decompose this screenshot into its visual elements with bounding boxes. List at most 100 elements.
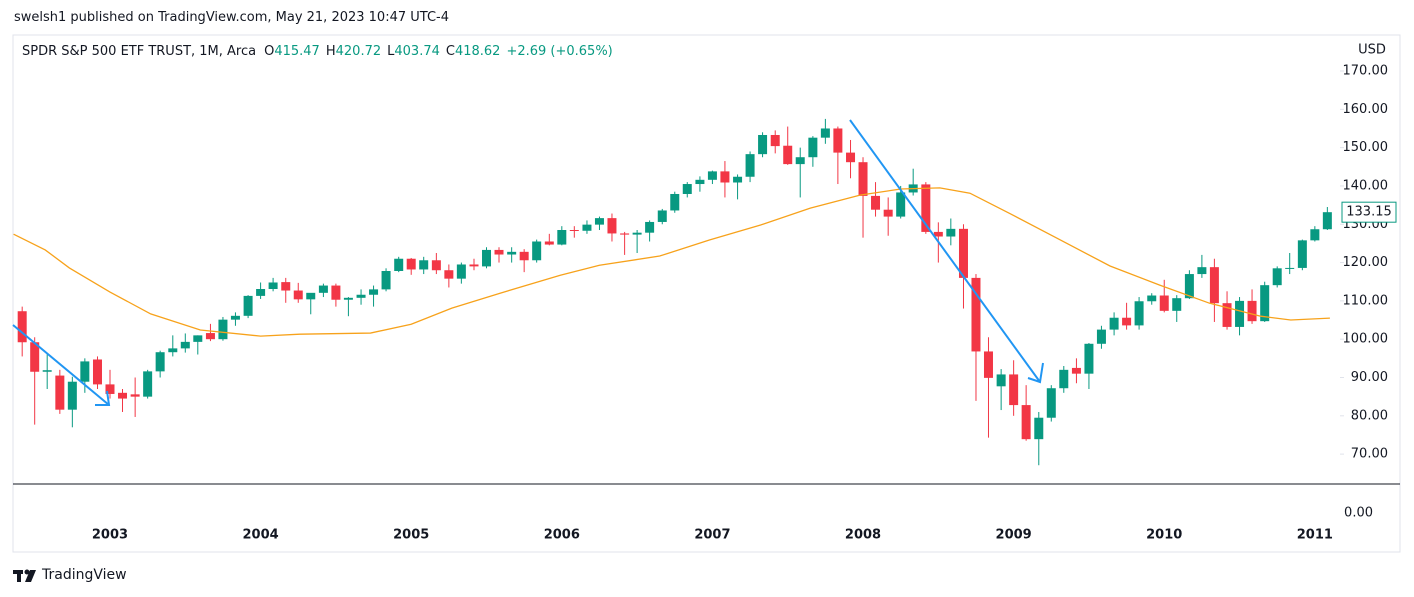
y-tick-label: 110.00 <box>1343 293 1389 308</box>
candle-body <box>155 352 165 372</box>
candle-body <box>1009 374 1019 406</box>
last-price-box <box>1341 201 1397 223</box>
candle-body <box>1147 295 1157 302</box>
candle-body <box>1235 300 1245 327</box>
currency: USD <box>1358 43 1386 58</box>
candle-body <box>1034 417 1044 440</box>
candle-body <box>230 315 240 320</box>
candle-body <box>620 233 630 235</box>
candle-body <box>494 249 504 255</box>
legend-value: 420.72 <box>335 44 382 59</box>
candle-body <box>1134 301 1144 326</box>
candle-body <box>482 249 492 267</box>
y-tick-label: 90.00 <box>1351 370 1388 385</box>
y-tick-label: 160.00 <box>1343 102 1389 117</box>
x-tick-label: 2006 <box>544 528 580 543</box>
candle-body <box>1310 229 1320 241</box>
chart-border <box>12 34 1401 553</box>
logo-part <box>25 570 36 582</box>
last-price-label: 133.15 <box>1346 205 1392 220</box>
candle-body <box>218 319 228 340</box>
candle-body <box>42 370 52 372</box>
candle-body <box>1272 268 1282 286</box>
candle-body <box>670 193 680 211</box>
logo-part <box>24 569 30 575</box>
candle-body <box>80 361 90 382</box>
trend-arrow <box>12 119 1044 406</box>
candle-body <box>456 264 466 279</box>
candle-body <box>331 285 341 300</box>
candle-body <box>1209 267 1219 304</box>
candle-body <box>594 218 604 225</box>
candle-body <box>130 394 140 397</box>
candle-body <box>306 292 316 300</box>
pane2-tick-label: 0.00 <box>1344 506 1373 521</box>
candle-body <box>381 270 391 290</box>
candle-body <box>532 241 542 261</box>
candle-body <box>1059 369 1069 389</box>
candle-body <box>67 381 77 410</box>
candle-body <box>1197 267 1207 275</box>
candle-body <box>419 260 429 270</box>
candle-body <box>1247 300 1257 322</box>
candle-body <box>1322 212 1332 230</box>
candle-body <box>180 341 190 349</box>
legend-label: O <box>264 44 275 59</box>
candle-body <box>1172 298 1182 311</box>
x-tick-label: 2005 <box>393 528 429 543</box>
candle-body <box>758 134 768 155</box>
candle-body <box>205 333 215 340</box>
candle-body <box>268 282 278 289</box>
candle-body <box>820 128 830 138</box>
candle-body <box>632 232 642 235</box>
candle-body <box>431 260 441 271</box>
candle-body <box>1222 303 1232 327</box>
candle-body <box>682 184 692 194</box>
x-tick-label: 2003 <box>92 528 128 543</box>
moving-average <box>13 187 1330 337</box>
legend-label: C <box>445 44 455 59</box>
candle-body <box>871 195 881 210</box>
candle-body <box>168 348 178 353</box>
x-tick-label: 2010 <box>1146 528 1182 543</box>
footer: TradingView <box>42 567 127 583</box>
y-tick-label: 120.00 <box>1343 255 1389 270</box>
candle-body <box>444 270 454 279</box>
candle-body <box>343 297 353 300</box>
candle-body <box>933 231 943 237</box>
legend-value: 415.47 <box>274 44 320 59</box>
candle-body <box>1109 317 1119 330</box>
candle-body <box>17 311 27 343</box>
candle-body <box>1096 329 1106 344</box>
candle-body <box>607 218 617 234</box>
candle-body <box>30 342 40 372</box>
plot <box>13 118 1332 466</box>
candle-body <box>1159 295 1169 311</box>
candle-body <box>318 285 328 293</box>
legend-label: H <box>325 44 336 59</box>
symbol: SPDR S&P 500 ETF TRUST, 1M, Arca <box>22 44 257 59</box>
legend-value: 418.62 <box>454 44 501 59</box>
candle-body <box>293 290 303 300</box>
candle-body <box>695 179 705 185</box>
candle-body <box>733 176 743 183</box>
candle-body <box>783 145 793 165</box>
candle-body <box>544 241 554 245</box>
candle-body <box>582 224 592 231</box>
y-tick-label: 100.00 <box>1343 332 1389 347</box>
candle-body <box>996 374 1006 387</box>
x-tick-label: 2011 <box>1297 528 1333 543</box>
candle-body <box>846 152 856 163</box>
candle-body <box>657 210 667 222</box>
logo <box>13 569 36 582</box>
candle-body <box>369 289 379 295</box>
candle-body <box>896 192 906 217</box>
candle-body <box>795 157 805 165</box>
candle-body <box>971 277 981 352</box>
x-tick-label: 2004 <box>243 528 279 543</box>
candle-body <box>1046 388 1056 418</box>
y-tick-label: 150.00 <box>1343 140 1389 155</box>
candle-body <box>1084 343 1094 374</box>
